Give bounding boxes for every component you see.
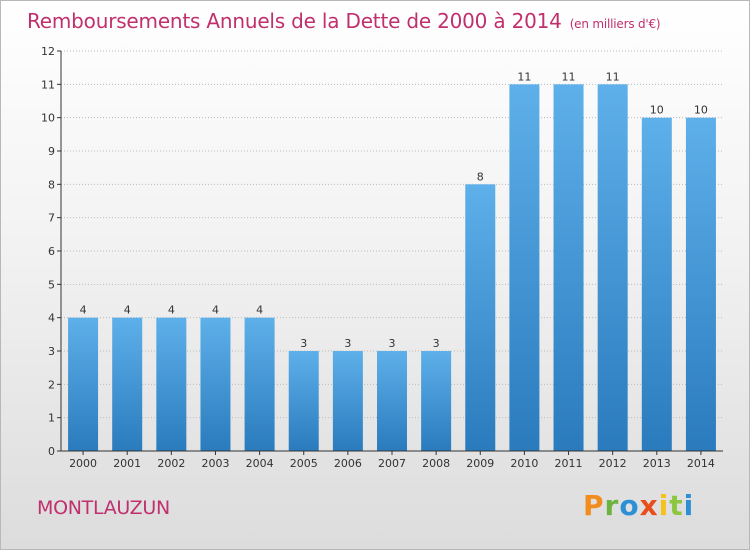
bar	[597, 84, 628, 451]
x-tick-label: 2008	[422, 457, 450, 470]
y-tick-label: 0	[48, 445, 55, 458]
bar	[244, 317, 275, 451]
y-tick-label: 11	[41, 78, 55, 91]
bar	[465, 184, 496, 452]
y-tick-label: 7	[48, 212, 55, 225]
logo-letter: i	[658, 489, 670, 522]
data-label: 10	[694, 104, 708, 117]
x-tick-label: 2010	[510, 457, 538, 470]
x-tick-label: 2001	[113, 457, 141, 470]
x-tick-label: 2013	[643, 457, 671, 470]
x-tick-label: 2004	[246, 457, 274, 470]
y-tick-label: 8	[48, 178, 55, 191]
y-tick-label: 3	[48, 345, 55, 358]
logo-letter: t	[669, 489, 684, 522]
y-tick-label: 1	[48, 412, 55, 425]
data-label: 4	[80, 304, 87, 317]
y-tick-label: 10	[41, 112, 55, 125]
bar	[641, 117, 672, 452]
logo-letter: o	[619, 489, 640, 522]
x-tick-label: 2009	[466, 457, 494, 470]
bar	[112, 317, 143, 451]
data-label: 11	[517, 70, 531, 83]
y-tick-label: 12	[41, 45, 55, 58]
logo-letter: i	[683, 489, 695, 522]
bar	[68, 317, 99, 451]
bar	[553, 84, 584, 451]
data-label: 4	[124, 304, 131, 317]
bar	[377, 351, 407, 451]
x-tick-label: 2007	[378, 457, 406, 470]
bar	[288, 351, 319, 451]
bars	[68, 84, 716, 452]
data-label: 4	[256, 304, 263, 317]
data-label: 3	[300, 337, 307, 350]
x-tick-label: 2002	[157, 457, 185, 470]
x-tick-label: 2005	[290, 457, 318, 470]
chart-title: Remboursements Annuels de la Dette de 20…	[27, 9, 661, 33]
x-tick-label: 2006	[334, 457, 362, 470]
proxiti-logo: Proxiti	[583, 489, 694, 522]
data-label: 4	[168, 304, 175, 317]
data-label: 3	[344, 337, 351, 350]
data-label: 8	[477, 170, 484, 183]
y-tick-label: 9	[48, 145, 55, 158]
bar	[332, 351, 363, 451]
axes	[57, 50, 723, 455]
data-label: 11	[562, 70, 576, 83]
data-label: 3	[389, 337, 396, 350]
labels: 0123456789101112200042001420024200342004…	[41, 45, 715, 470]
y-tick-label: 5	[48, 278, 55, 291]
y-tick-label: 4	[48, 312, 55, 325]
x-tick-label: 2014	[687, 457, 715, 470]
x-tick-label: 2012	[599, 457, 627, 470]
commune-name: MONTLAUZUN	[37, 497, 170, 519]
y-tick-label: 2	[48, 378, 55, 391]
logo-letter: r	[604, 489, 620, 522]
bar	[685, 117, 716, 452]
chart-unit: (en milliers d'€)	[569, 17, 661, 31]
data-label: 4	[212, 304, 219, 317]
x-tick-label: 2011	[555, 457, 583, 470]
bar	[156, 317, 187, 451]
x-tick-label: 2003	[201, 457, 229, 470]
bar	[200, 317, 231, 451]
y-tick-label: 6	[48, 245, 55, 258]
data-label: 10	[650, 104, 664, 117]
data-label: 3	[433, 337, 440, 350]
logo-letter: x	[639, 489, 659, 522]
bar	[421, 351, 452, 451]
data-label: 11	[606, 70, 620, 83]
x-tick-label: 2000	[69, 457, 97, 470]
bar	[509, 84, 540, 451]
logo-letter: P	[583, 489, 605, 522]
chart-title-text: Remboursements Annuels de la Dette de 20…	[27, 9, 562, 33]
